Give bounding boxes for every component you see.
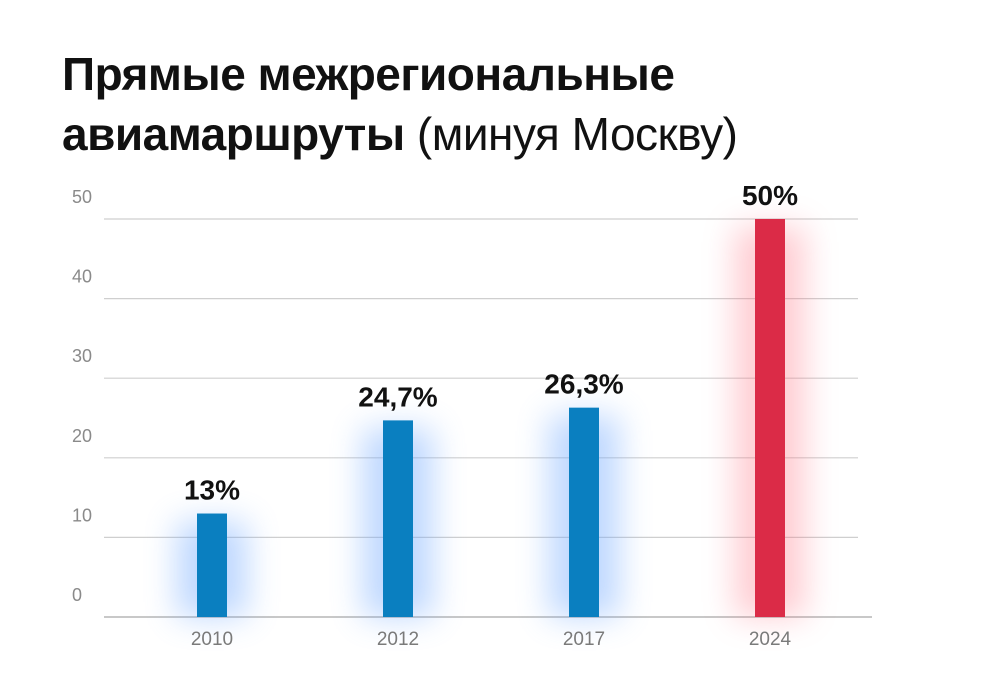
y-tick-label-30: 30 bbox=[72, 346, 92, 366]
title-line-1: Прямые межрегиональные bbox=[62, 48, 675, 100]
chart-title: Прямые межрегиональные авиамаршруты (мин… bbox=[62, 44, 738, 164]
x-tick-label-2024: 2024 bbox=[749, 629, 792, 650]
data-label-2012: 24,7% bbox=[358, 381, 437, 412]
y-tick-label-40: 40 bbox=[72, 267, 92, 287]
bars bbox=[197, 219, 785, 617]
title-line-2-light: (минуя Москву) bbox=[416, 108, 738, 160]
title-line-2: авиамаршруты (минуя Москву) bbox=[62, 104, 738, 164]
y-tick-label-0: 0 bbox=[72, 585, 82, 605]
data-label-2024: 50% bbox=[742, 180, 798, 211]
bar-2017 bbox=[569, 407, 599, 617]
title-line-2-bold: авиамаршруты bbox=[62, 108, 405, 160]
y-tick-label-10: 10 bbox=[72, 505, 92, 525]
x-tick-label-2010: 2010 bbox=[191, 629, 233, 650]
bar-2012 bbox=[383, 420, 413, 617]
x-axis-ticks: 2010 2012 2017 2024 bbox=[191, 629, 792, 650]
bar-2024 bbox=[755, 219, 785, 617]
y-tick-label-20: 20 bbox=[72, 426, 92, 446]
y-axis-ticks: 0 10 20 30 40 50 bbox=[72, 187, 92, 605]
bar-2010 bbox=[197, 513, 227, 617]
x-tick-label-2012: 2012 bbox=[377, 629, 419, 650]
data-labels: 13% 24,7% 26,3% 50% bbox=[184, 180, 798, 506]
y-tick-label-50: 50 bbox=[72, 187, 92, 207]
bar-glows bbox=[177, 227, 805, 617]
data-label-2017: 26,3% bbox=[544, 369, 623, 400]
data-label-2010: 13% bbox=[184, 475, 240, 506]
x-tick-label-2017: 2017 bbox=[563, 629, 605, 650]
